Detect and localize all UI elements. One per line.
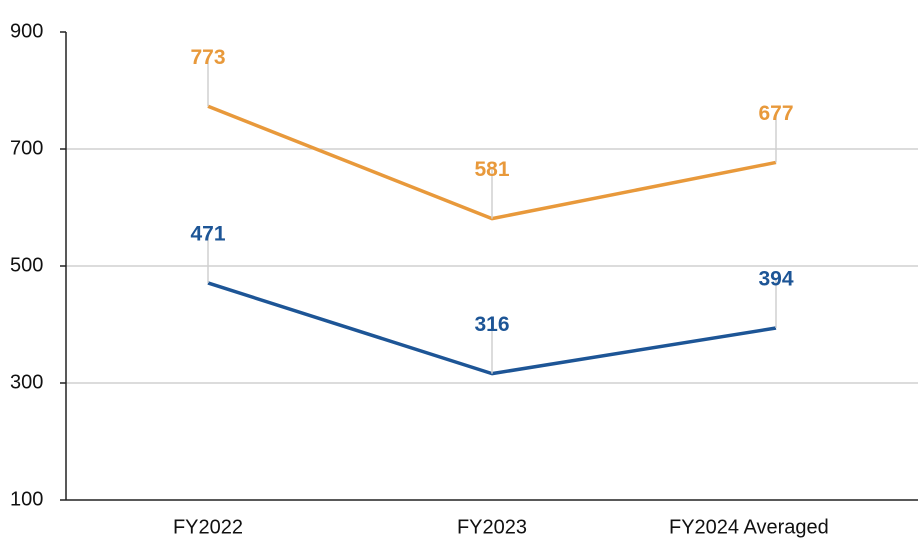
data-label: 316 bbox=[474, 313, 509, 336]
x-tick-label: FY2022 bbox=[173, 516, 243, 538]
data-label: 471 bbox=[190, 223, 225, 246]
y-tick-label: 700 bbox=[10, 137, 43, 159]
y-tick-label: 900 bbox=[10, 20, 43, 42]
data-label: 773 bbox=[190, 46, 225, 69]
y-tick-label: 300 bbox=[10, 371, 43, 393]
data-label: 677 bbox=[758, 102, 793, 125]
x-tick-label: FY2024 Averaged bbox=[669, 516, 829, 538]
data-label: 581 bbox=[474, 158, 509, 181]
y-tick-label: 100 bbox=[10, 488, 43, 510]
y-tick-label: 500 bbox=[10, 254, 43, 276]
data-label: 394 bbox=[758, 268, 793, 291]
x-tick-label: FY2023 bbox=[457, 516, 527, 538]
